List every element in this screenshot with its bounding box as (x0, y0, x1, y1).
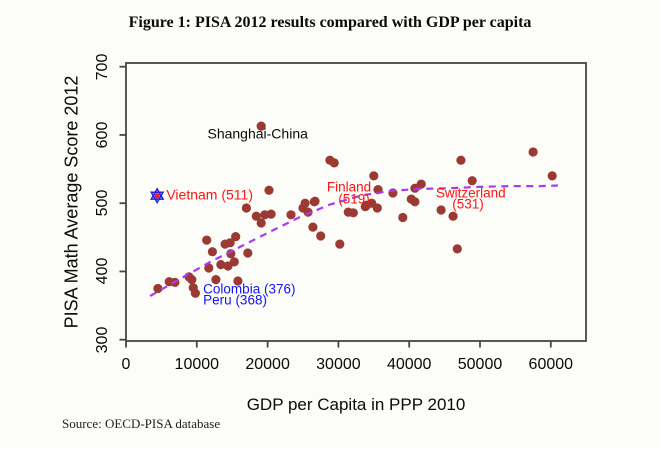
x-axis-label: GDP per Capita in PPP 2010 (246, 395, 466, 414)
data-point (456, 155, 466, 165)
data-point (300, 198, 310, 208)
trend-line (149, 184, 558, 297)
annotation-peru: Peru (368) (203, 292, 267, 308)
y-tick-label: 400 (94, 258, 111, 285)
annotation-vietnam: Vietnam (511) (166, 186, 253, 203)
data-point (211, 275, 221, 285)
data-point (207, 247, 217, 257)
data-point (369, 171, 379, 181)
x-tick-label: 10000 (174, 356, 220, 373)
source-note: Source: OECD-PISA database (62, 416, 221, 431)
data-point (372, 203, 382, 213)
data-point (452, 244, 462, 254)
data-point (286, 210, 296, 220)
y-tick-label: 600 (94, 121, 111, 149)
y-axis-label: PISA Math Average Score 2012 (61, 75, 82, 329)
annotation-switzerland-name: Switzerland (435, 185, 506, 201)
x-tick-label: 20000 (245, 356, 290, 373)
y-tick-label: 500 (94, 189, 111, 217)
data-point (216, 260, 226, 270)
data-point (467, 176, 477, 186)
data-point (308, 222, 318, 232)
data-point (335, 239, 345, 249)
data-point (243, 248, 253, 258)
data-point (436, 205, 446, 215)
annotation-shanghai: Shanghai-China (207, 125, 308, 142)
x-tick-label: 60000 (528, 356, 574, 373)
data-point (187, 275, 197, 285)
data-point (190, 288, 200, 298)
x-tick-label: 50000 (457, 356, 503, 373)
data-point (448, 211, 458, 221)
data-point (348, 208, 358, 218)
x-tick-label: 30000 (316, 356, 361, 373)
y-tick-label: 700 (94, 53, 111, 81)
data-point (202, 235, 212, 245)
data-point (153, 283, 163, 294)
data-point (225, 238, 235, 248)
data-point (233, 276, 243, 286)
x-tick-label: 40000 (386, 356, 432, 373)
vietnam-star-marker (149, 187, 165, 200)
data-point (329, 158, 339, 168)
data-point (266, 209, 276, 219)
y-tick-label: 300 (94, 326, 111, 354)
data-point (256, 218, 266, 228)
data-point (264, 185, 274, 195)
annotation-switzerland-score: (531) (452, 196, 484, 212)
data-point (251, 211, 261, 221)
vietnam-marker-center (154, 192, 160, 199)
data-point (256, 121, 266, 131)
annotation-finland-name: Finland (326, 179, 372, 195)
annotation-colombia: Colombia (376) (203, 281, 296, 297)
data-point (547, 171, 557, 181)
annotation-finland-score: (519) (338, 191, 370, 207)
data-point (528, 147, 538, 157)
data-point (229, 257, 239, 267)
vietnam-star-marker (149, 191, 165, 204)
data-point (410, 197, 420, 207)
data-point (316, 231, 326, 241)
data-point (416, 179, 426, 189)
figure-title: Figure 1: PISA 2012 results compared wit… (128, 14, 532, 31)
data-point (310, 196, 320, 206)
x-tick-label: 0 (121, 356, 131, 373)
data-point (231, 232, 241, 242)
plot-frame (125, 62, 587, 342)
data-point (398, 212, 408, 223)
data-point (204, 263, 214, 273)
data-point (241, 203, 251, 213)
